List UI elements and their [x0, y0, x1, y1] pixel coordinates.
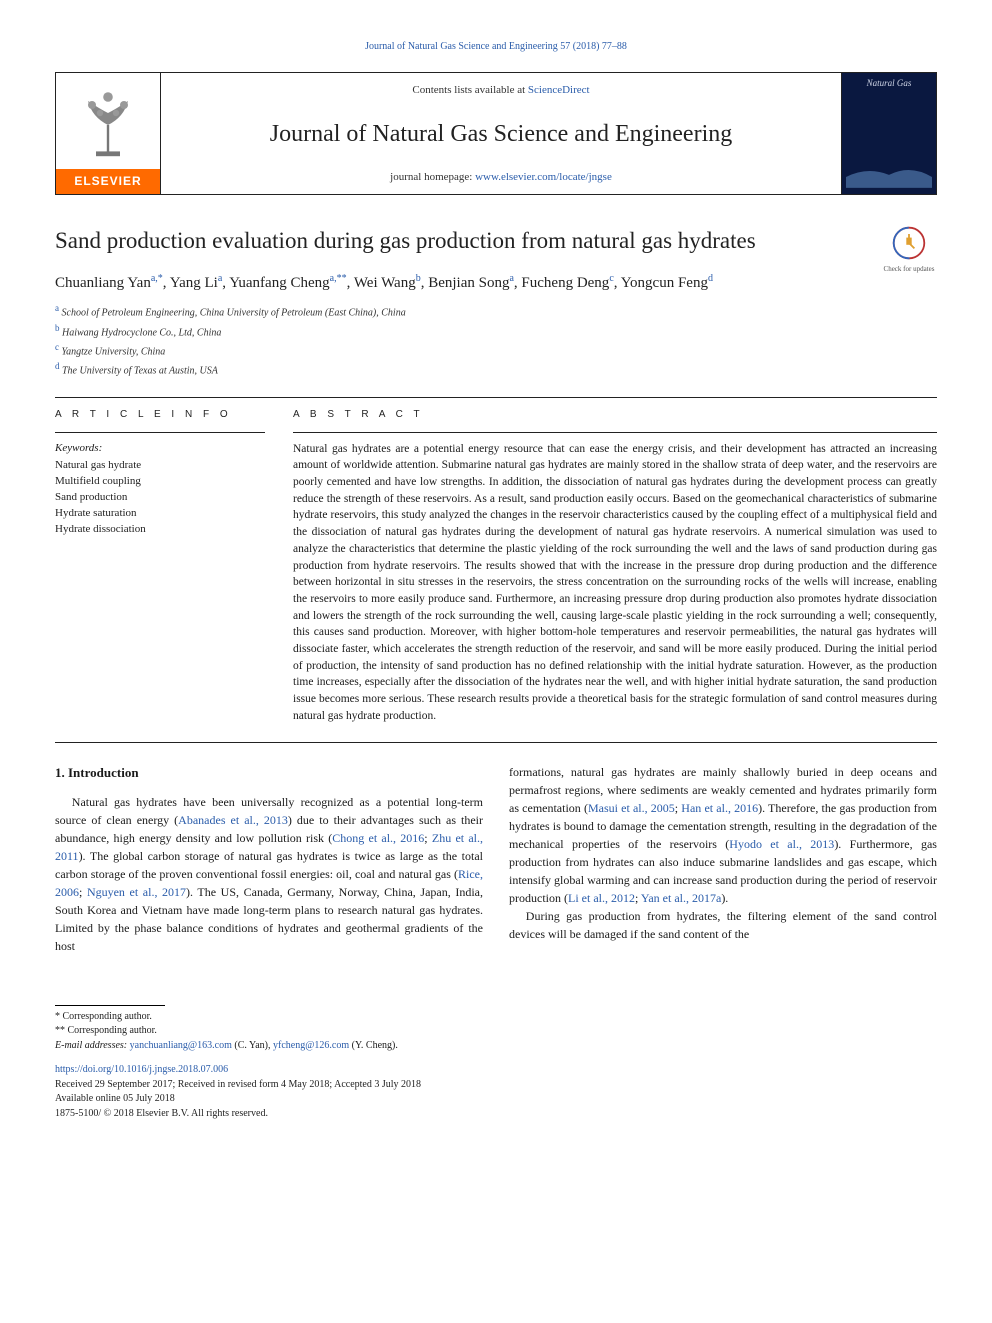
cover-art-icon	[846, 89, 932, 188]
author-name: Yongcun Feng	[621, 275, 708, 291]
author-name: Chuanliang Yan	[55, 275, 151, 291]
author-name: Fucheng Deng	[521, 275, 609, 291]
citation-link[interactable]: Yan et al., 2017a	[641, 891, 721, 905]
author-name: Yang Li	[170, 275, 218, 291]
email-label: E-mail addresses:	[55, 1040, 130, 1051]
author-affil-sup: c	[609, 273, 613, 284]
elsevier-tree-icon	[56, 73, 160, 169]
journal-title: Journal of Natural Gas Science and Engin…	[173, 118, 829, 152]
citation-link[interactable]: Masui et al., 2005	[588, 801, 675, 815]
contents-prefix: Contents lists available at	[412, 84, 527, 96]
section-heading: 1. Introduction	[55, 763, 483, 783]
email-link[interactable]: yfcheng@126.com	[273, 1040, 349, 1051]
affiliation-item: a School of Petroleum Engineering, China…	[55, 302, 937, 320]
copyright-line: 1875-5100/ © 2018 Elsevier B.V. All righ…	[55, 1107, 937, 1122]
journal-banner: ELSEVIER Contents lists available at Sci…	[55, 72, 937, 195]
keyword-item: Multifield coupling	[55, 474, 265, 490]
divider	[55, 432, 265, 433]
banner-center: Contents lists available at ScienceDirec…	[161, 73, 841, 194]
citation-link[interactable]: Chong et al., 2016	[332, 831, 424, 845]
text-run: ;	[79, 885, 87, 899]
journal-cover: Natural Gas	[841, 73, 936, 194]
text-run: ;	[424, 831, 432, 845]
author-name: Benjian Song	[428, 275, 509, 291]
check-updates-label: Check for updates	[881, 265, 937, 275]
text-run: (Y. Cheng).	[349, 1040, 398, 1051]
body-paragraph: formations, natural gas hydrates are mai…	[509, 763, 937, 907]
sciencedirect-link[interactable]: ScienceDirect	[528, 84, 590, 96]
affiliation-item: b Haiwang Hydrocyclone Co., Ltd, China	[55, 322, 937, 340]
elsevier-wordmark: ELSEVIER	[56, 169, 160, 194]
abstract-text: Natural gas hydrates are a potential ene…	[293, 441, 937, 724]
text-run: (C. Yan),	[232, 1040, 273, 1051]
affiliation-list: a School of Petroleum Engineering, China…	[55, 302, 937, 378]
citation-link[interactable]: Han et al., 2016	[681, 801, 758, 815]
citation-link[interactable]: Li et al., 2012	[568, 891, 635, 905]
keywords-heading: Keywords:	[55, 441, 265, 456]
doi-link[interactable]: https://doi.org/10.1016/j.jngse.2018.07.…	[55, 1063, 937, 1078]
citation-link[interactable]: Nguyen et al., 2017	[87, 885, 186, 899]
body-paragraph: During gas production from hydrates, the…	[509, 907, 937, 943]
citation-link[interactable]: Hyodo et al., 2013	[729, 837, 834, 851]
body-columns: 1. Introduction Natural gas hydrates hav…	[55, 763, 937, 955]
keyword-item: Sand production	[55, 490, 265, 506]
received-line: Received 29 September 2017; Received in …	[55, 1078, 937, 1093]
keyword-item: Hydrate saturation	[55, 506, 265, 522]
author-affil-sup: b	[416, 273, 421, 284]
author-name: Wei Wang	[354, 275, 416, 291]
corresponding-note: * Corresponding author.	[55, 1010, 937, 1025]
article-info-block: A R T I C L E I N F O Keywords: Natural …	[55, 408, 265, 724]
affiliation-item: c Yangtze University, China	[55, 341, 937, 359]
affiliation-item: d The University of Texas at Austin, USA	[55, 360, 937, 378]
divider	[55, 397, 937, 398]
corresponding-note: ** Corresponding author.	[55, 1024, 937, 1039]
author-affil-sup: d	[708, 273, 713, 284]
email-line: E-mail addresses: yanchuanliang@163.com …	[55, 1039, 937, 1054]
keywords-list: Natural gas hydrateMultifield couplingSa…	[55, 458, 265, 538]
author-name: Yuanfang Cheng	[229, 275, 329, 291]
article-title: Sand production evaluation during gas pr…	[55, 225, 937, 257]
running-header: Journal of Natural Gas Science and Engin…	[55, 40, 937, 54]
homepage-prefix: journal homepage:	[390, 171, 475, 183]
homepage-line: journal homepage: www.elsevier.com/locat…	[173, 170, 829, 185]
body-paragraph: Natural gas hydrates have been universal…	[55, 793, 483, 955]
divider	[55, 742, 937, 743]
author-affil-sup: a	[218, 273, 222, 284]
homepage-link[interactable]: www.elsevier.com/locate/jngse	[475, 171, 612, 183]
abstract-block: A B S T R A C T Natural gas hydrates are…	[293, 408, 937, 724]
email-link[interactable]: yanchuanliang@163.com	[130, 1040, 232, 1051]
text-run: ). The global carbon storage of natural …	[55, 849, 483, 881]
author-list: Chuanliang Yana,*, Yang Lia, Yuanfang Ch…	[55, 271, 937, 295]
footer-block: * Corresponding author. ** Corresponding…	[55, 1005, 937, 1122]
article-info-heading: A R T I C L E I N F O	[55, 408, 265, 422]
divider	[293, 432, 937, 433]
cover-title: Natural Gas	[867, 79, 912, 89]
contents-available-line: Contents lists available at ScienceDirec…	[173, 83, 829, 98]
abstract-heading: A B S T R A C T	[293, 408, 937, 422]
keyword-item: Natural gas hydrate	[55, 458, 265, 474]
available-online-line: Available online 05 July 2018	[55, 1092, 937, 1107]
citation-link[interactable]: Abanades et al., 2013	[178, 813, 288, 827]
author-affil-sup: a	[509, 273, 513, 284]
author-affil-sup: a,*	[151, 273, 163, 284]
footnote-rule	[55, 1005, 165, 1006]
check-for-updates-badge[interactable]: Check for updates	[881, 225, 937, 275]
text-run: ).	[721, 891, 728, 905]
publisher-box: ELSEVIER	[56, 73, 161, 194]
author-affil-sup: a,**	[330, 273, 347, 284]
keyword-item: Hydrate dissociation	[55, 522, 265, 538]
